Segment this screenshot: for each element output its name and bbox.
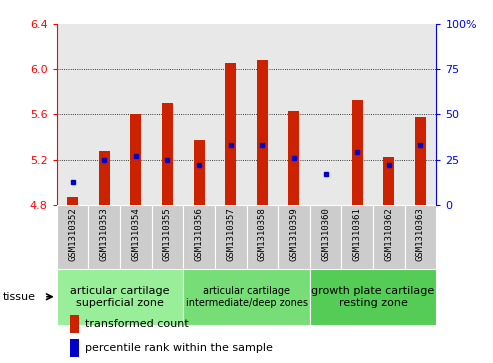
- Bar: [88, 24, 120, 205]
- Bar: [278, 205, 310, 269]
- Bar: [310, 269, 436, 325]
- Bar: [341, 24, 373, 205]
- Bar: [246, 24, 278, 205]
- Text: GSM1310363: GSM1310363: [416, 207, 425, 261]
- Bar: [183, 24, 215, 205]
- Text: articular cartilage
superficial zone: articular cartilage superficial zone: [70, 286, 170, 307]
- Bar: [70, 339, 79, 357]
- Text: GSM1310354: GSM1310354: [131, 207, 141, 261]
- Text: transformed count: transformed count: [85, 319, 189, 330]
- Bar: [88, 205, 120, 269]
- Text: articular cartilage
intermediate/deep zones: articular cartilage intermediate/deep zo…: [185, 286, 308, 307]
- Bar: [162, 103, 173, 205]
- Bar: [215, 24, 246, 205]
- Bar: [120, 205, 152, 269]
- Bar: [257, 60, 268, 205]
- Bar: [405, 205, 436, 269]
- Bar: [310, 205, 341, 269]
- Text: growth plate cartilage
resting zone: growth plate cartilage resting zone: [312, 286, 435, 307]
- Bar: [99, 151, 109, 205]
- Bar: [183, 205, 215, 269]
- Text: GSM1310355: GSM1310355: [163, 207, 172, 261]
- Text: GSM1310353: GSM1310353: [100, 207, 108, 261]
- Bar: [352, 99, 363, 205]
- Bar: [215, 205, 246, 269]
- Text: GSM1310357: GSM1310357: [226, 207, 235, 261]
- Text: percentile rank within the sample: percentile rank within the sample: [85, 343, 273, 353]
- Text: tissue: tissue: [2, 292, 35, 302]
- Bar: [415, 117, 426, 205]
- Bar: [194, 140, 205, 205]
- Bar: [246, 205, 278, 269]
- Bar: [152, 24, 183, 205]
- Bar: [341, 205, 373, 269]
- Bar: [57, 269, 183, 325]
- Bar: [288, 111, 299, 205]
- Text: GSM1310356: GSM1310356: [195, 207, 204, 261]
- Bar: [225, 63, 236, 205]
- Bar: [57, 24, 88, 205]
- Text: GSM1310360: GSM1310360: [321, 207, 330, 261]
- Bar: [278, 24, 310, 205]
- Bar: [70, 315, 79, 333]
- Text: GSM1310352: GSM1310352: [68, 207, 77, 261]
- Bar: [373, 205, 405, 269]
- Text: GSM1310359: GSM1310359: [289, 207, 298, 261]
- Text: GSM1310361: GSM1310361: [352, 207, 362, 261]
- Bar: [405, 24, 436, 205]
- Text: GSM1310362: GSM1310362: [385, 207, 393, 261]
- Bar: [384, 158, 394, 205]
- Bar: [373, 24, 405, 205]
- Bar: [310, 24, 341, 205]
- Text: GSM1310358: GSM1310358: [258, 207, 267, 261]
- Bar: [130, 114, 141, 205]
- Bar: [183, 269, 310, 325]
- Bar: [57, 205, 88, 269]
- Bar: [152, 205, 183, 269]
- Bar: [67, 197, 78, 205]
- Bar: [120, 24, 152, 205]
